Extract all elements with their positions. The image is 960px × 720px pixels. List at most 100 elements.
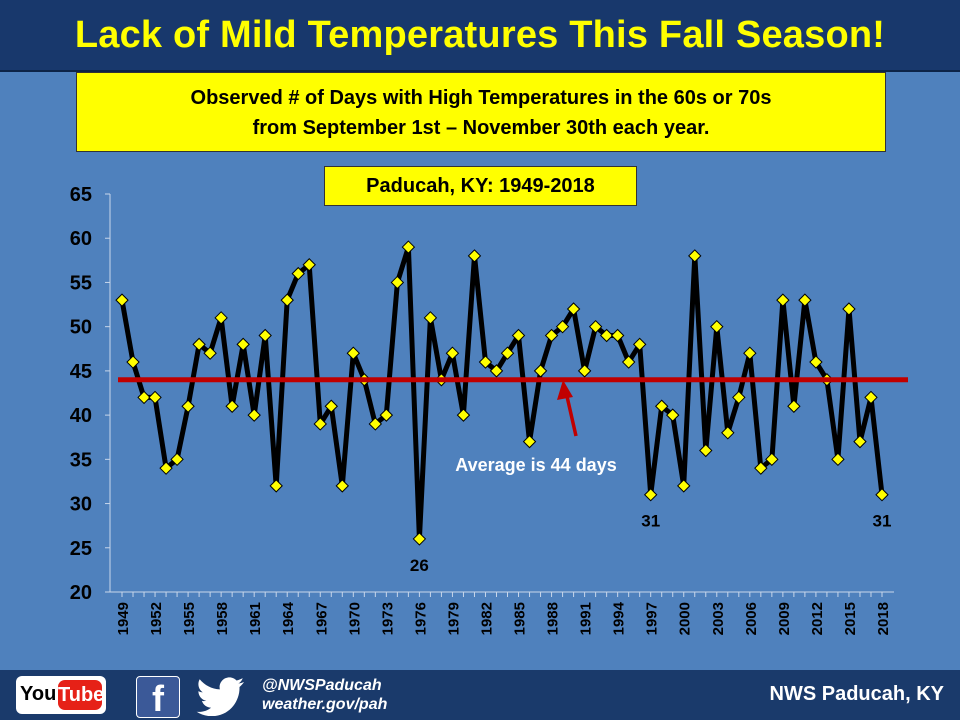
average-label: Average is 44 days: [455, 455, 616, 475]
data-point: [776, 293, 790, 307]
data-point: [610, 328, 625, 343]
y-tick-label: 30: [70, 494, 92, 516]
office-label: NWS Paducah, KY: [769, 683, 944, 705]
data-point: [621, 355, 636, 369]
data-point: [126, 355, 140, 369]
x-tick-label: 2018: [875, 602, 892, 635]
data-point: [346, 346, 361, 360]
data-point: [280, 293, 294, 307]
x-tick-label: 2012: [809, 602, 826, 635]
y-tick-label: 50: [70, 317, 92, 339]
youtube-logo-you: You: [20, 683, 57, 705]
social-handle: @NWSPaducah weather.gov/pah: [262, 676, 387, 714]
facebook-icon[interactable]: f: [136, 676, 180, 718]
data-point: [864, 390, 878, 405]
x-tick-label: 1982: [478, 602, 495, 635]
station-label: Paducah, KY: 1949-2018: [324, 166, 637, 206]
data-point: [456, 408, 471, 422]
data-point: [148, 390, 162, 405]
data-point: [732, 390, 746, 405]
x-tick-label: 2006: [743, 602, 760, 635]
x-tick-label: 1979: [445, 602, 462, 635]
data-point: [765, 452, 779, 467]
youtube-logo[interactable]: You Tube: [16, 676, 106, 714]
data-point: [192, 337, 206, 352]
data-point: [566, 302, 581, 316]
x-tick-label: 2009: [776, 602, 793, 635]
data-point: [203, 346, 217, 360]
data-point: [632, 337, 647, 352]
data-label: 31: [641, 512, 660, 531]
y-tick-label: 60: [70, 228, 92, 250]
twitter-icon[interactable]: [196, 676, 246, 716]
data-point: [588, 319, 603, 334]
subtitle-line-1: Observed # of Days with High Temperature…: [190, 87, 772, 109]
data-label: 31: [873, 512, 892, 531]
data-point: [445, 346, 460, 360]
x-tick-label: 1988: [545, 602, 562, 635]
data-point: [258, 328, 272, 343]
data-point: [798, 293, 812, 307]
y-tick-label: 20: [70, 582, 92, 604]
x-tick-label: 1961: [247, 602, 264, 635]
x-tick-label: 1985: [512, 602, 529, 635]
data-point: [666, 408, 680, 422]
series-layer: [115, 240, 889, 546]
x-tick-label: 1976: [412, 602, 429, 635]
data-point: [699, 443, 713, 458]
annotation-layer: 26 31 31: [410, 512, 892, 575]
data-point: [677, 479, 691, 493]
x-tick-label: 1949: [115, 602, 132, 635]
data-point: [842, 302, 856, 316]
x-tick-label: 1955: [181, 602, 198, 635]
data-point: [401, 240, 416, 254]
y-tick-label: 25: [70, 538, 92, 560]
data-point: [236, 337, 250, 352]
data-point: [875, 488, 889, 502]
data-point: [181, 399, 195, 413]
series-line: [119, 244, 885, 542]
data-point: [247, 408, 261, 422]
x-tick-label: 1991: [578, 602, 595, 635]
x-tick-label: 2000: [677, 602, 694, 635]
data-point: [853, 434, 867, 449]
data-point: [390, 275, 405, 290]
data-point: [599, 328, 614, 343]
average-arrow-shaft: [564, 391, 578, 437]
data-point: [159, 461, 173, 475]
subtitle-box: Observed # of Days with High Temperature…: [76, 72, 886, 152]
y-tick-label: 55: [70, 272, 92, 294]
data-point: [467, 249, 482, 263]
website-link[interactable]: weather.gov/pah: [262, 696, 388, 713]
x-tick-label: 1958: [214, 602, 231, 635]
x-tick-label: 1970: [346, 602, 363, 635]
data-point: [412, 532, 427, 546]
average-layer: Average is 44 days: [118, 377, 908, 475]
data-point: [710, 319, 724, 334]
data-point: [787, 399, 801, 413]
data-point: [655, 399, 669, 413]
data-point: [115, 293, 129, 307]
data-point: [170, 452, 184, 467]
x-tick-label: 1973: [379, 602, 396, 635]
title-banner: [0, 0, 960, 72]
data-point: [743, 346, 757, 360]
data-point: [643, 488, 658, 502]
average-arrow-head: [557, 380, 573, 400]
data-point: [489, 364, 504, 378]
data-point: [544, 328, 559, 343]
y-tick-label: 45: [70, 361, 92, 383]
data-point: [335, 479, 349, 493]
data-point: [313, 417, 327, 431]
x-tick-label: 1997: [644, 602, 661, 635]
data-point: [225, 399, 239, 413]
data-point: [721, 426, 735, 440]
x-tick-label: 2015: [842, 602, 859, 635]
data-point: [269, 479, 283, 493]
y-tick-label: 35: [70, 449, 92, 471]
data-point: [500, 346, 515, 360]
data-point: [754, 461, 768, 475]
twitter-handle[interactable]: @NWSPaducah: [262, 677, 382, 694]
x-tick-label: 1964: [280, 601, 297, 635]
page-title: Lack of Mild Temperatures This Fall Seas…: [74, 14, 886, 56]
